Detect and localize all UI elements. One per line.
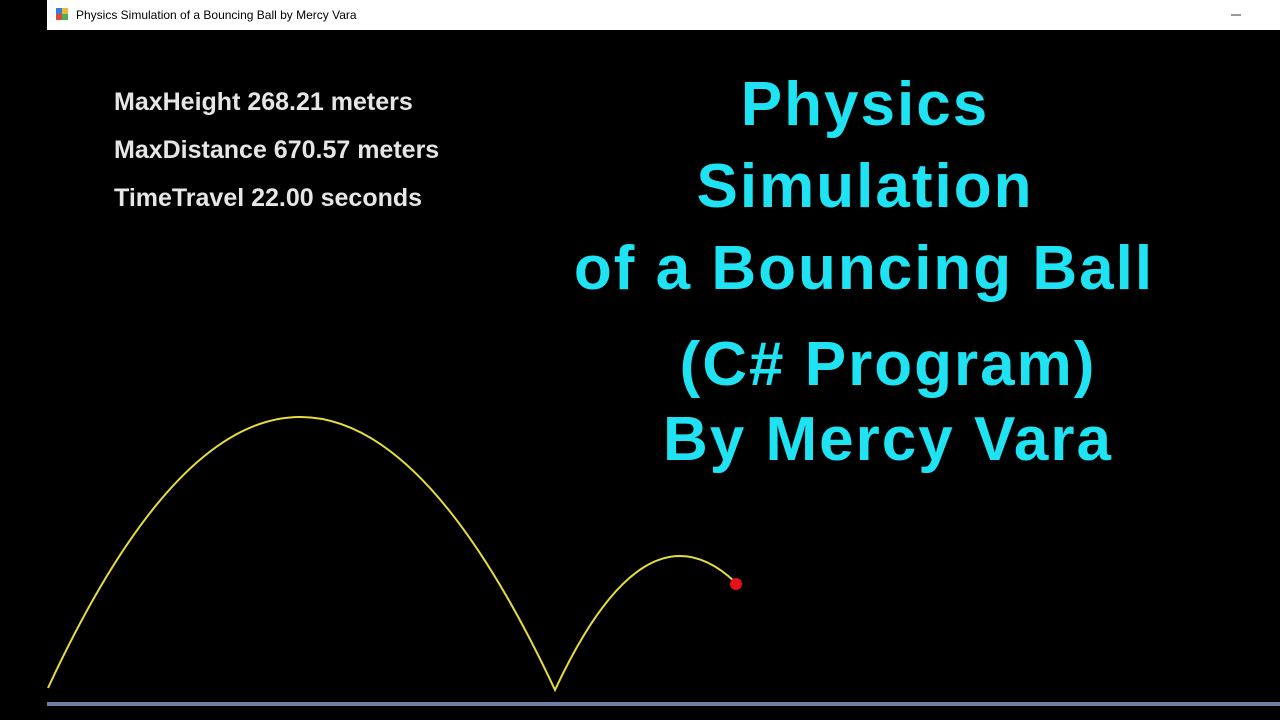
heading-line: By Mercy Vara [663, 405, 1113, 474]
window-title: Physics Simulation of a Bouncing Ball by… [76, 8, 357, 22]
title-bar [47, 0, 1280, 30]
ground-line [47, 702, 1280, 706]
heading-line: (C# Program) [680, 330, 1097, 399]
heading-line: Physics [741, 70, 989, 139]
heading-line: Simulation [697, 152, 1034, 221]
ball [730, 578, 742, 590]
stat-max-height: MaxHeight 268.21 meters [114, 88, 413, 116]
app-icon [56, 8, 68, 20]
stat-max-distance: MaxDistance 670.57 meters [114, 136, 439, 164]
heading-line: of a Bouncing Ball [574, 234, 1154, 303]
trajectory [47, 416, 736, 693]
client-area [47, 30, 1280, 703]
stat-time-travel: TimeTravel 22.00 seconds [114, 184, 422, 212]
